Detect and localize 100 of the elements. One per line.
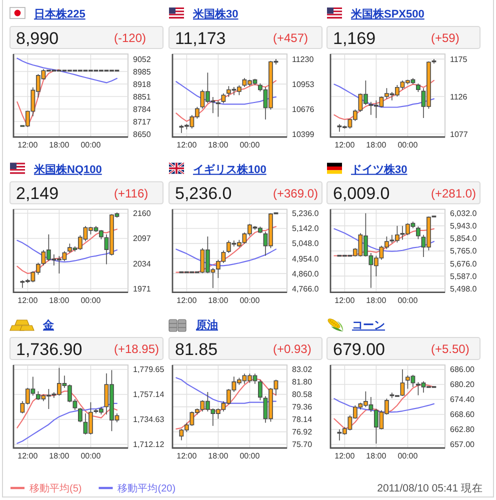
y-tick-label: 4,860.0 [292,269,320,278]
text: (+457) [273,31,308,45]
y-tick-label: 11230 [292,54,314,64]
y-tick-label: 1,734.63 [133,415,165,424]
y-tick-label: 657.00 [450,440,476,450]
line-series [334,80,435,120]
x-tick-label: 12:00 [18,296,38,305]
candlestick [216,100,220,118]
chart-title: 米国株NQ100 [33,162,102,176]
candlestick [258,379,262,401]
line-series [16,228,118,274]
y-tick-label: 1077 [450,130,468,139]
line-series [16,390,118,428]
candlestick [78,407,82,423]
chart-subtitle: 5,236.0 [175,184,232,204]
y-tick-label: 10953 [292,80,315,89]
line-series [16,402,118,444]
x-tick-label: 18:00 [208,140,229,150]
x-tick-label: 00:00 [398,296,418,305]
x-tick-label: 18:00 [208,296,229,305]
y-tick-label: 5,943.0 [450,222,478,231]
x-tick-label: 18:00 [49,140,70,150]
x-tick-label: 12:00 [176,140,198,150]
text: (+5.50) [431,342,470,356]
line-series [176,81,277,105]
line-series [176,80,277,122]
text: (+116) [114,186,148,200]
y-tick-label: 75.70 [292,440,313,450]
y-tick-label: 5,765.0 [450,246,478,256]
x-tick-label: 18:00 [366,140,387,150]
y-tick-label: 76.92 [292,428,313,437]
y-tick-label: 668.60 [450,410,476,420]
x-tick-label: 18:00 [366,296,387,305]
candlestick [416,226,420,240]
line-series [334,228,435,252]
chart-title: コーン [352,320,385,332]
candlestick [221,92,226,104]
y-tick-label: 2097 [133,234,152,244]
x-tick-label: 00:00 [240,296,260,305]
y-tick-label: 1126 [450,92,468,102]
y-tick-label: 5,236.0 [292,209,320,218]
y-tick-label: 10399 [292,130,315,139]
chart-subtitle: 6,009.0 [333,184,390,204]
chart-subtitle: 81.85 [175,340,218,359]
chart-title: イギリス株100 [193,162,266,176]
y-tick-label: 8918 [133,80,152,89]
x-tick-label: 18:00 [49,296,70,305]
chart-title: 金 [42,318,55,332]
y-tick-label: 5,587.0 [450,272,478,281]
x-tick-label: 00:00 [80,296,102,305]
line-series [16,58,118,84]
chart-subtitle: 2,149 [16,184,59,204]
candlestick [416,83,420,92]
chart-title: 日本株225 [34,8,86,20]
x-tick-label: 00:00 [240,140,260,150]
y-tick-label: 79.36 [292,402,313,412]
y-tick-label: 686.00 [450,365,476,374]
line-series [16,69,60,128]
line-series [334,84,435,108]
y-tick-label: 5,498.0 [450,284,478,294]
chart-title: ドイツ株30 [351,162,408,176]
x-tick-label: 12:00 [18,452,38,460]
y-tick-label: 8985 [133,67,152,76]
y-tick-label: 78.14 [292,415,313,424]
text: (+369.0) [273,186,318,200]
text: (+18.95) [114,342,160,356]
y-tick-label: 8650 [133,130,152,139]
y-tick-label: 1,712.12 [133,440,165,450]
chart-subtitle: 1,169 [333,28,376,48]
y-tick-label: 81.80 [292,378,313,387]
y-tick-label: 662.80 [450,425,476,434]
y-tick-label: 80.58 [292,390,313,400]
x-tick-label: 12:00 [334,296,356,305]
x-tick-label: 18:00 [208,452,229,460]
y-tick-label: 4,954.0 [292,254,320,264]
chart-subtitle: 679.00 [333,340,385,359]
text: 2011/08/10 05:41 現在 [377,482,483,494]
y-tick-label: 9052 [133,54,152,64]
line-series [334,384,435,430]
x-tick-label: 00:00 [80,452,102,460]
x-tick-label: 00:00 [80,140,102,150]
x-tick-label: 12:00 [176,452,198,460]
line-series [176,378,277,430]
y-tick-label: 5,676.0 [450,259,478,268]
x-tick-label: 12:00 [334,452,356,460]
chart-title: 原油 [195,318,218,332]
chart-title: 米国株SPX500 [350,8,424,20]
line-series [334,228,435,256]
x-tick-label: 12:00 [334,140,356,150]
y-tick-label: 8717 [133,117,152,126]
x-tick-label: 18:00 [366,452,387,460]
y-tick-label: 83.02 [292,365,313,374]
chart-title: 米国株30 [192,8,238,20]
text: (+281.0) [431,186,476,200]
y-tick-label: 5,142.0 [292,224,320,234]
chart-subtitle: 8,990 [16,28,59,48]
chart-subtitle: 1,736.90 [16,340,82,359]
line-series [176,377,277,404]
x-tick-label: 00:00 [240,452,260,460]
line-series [176,248,277,266]
